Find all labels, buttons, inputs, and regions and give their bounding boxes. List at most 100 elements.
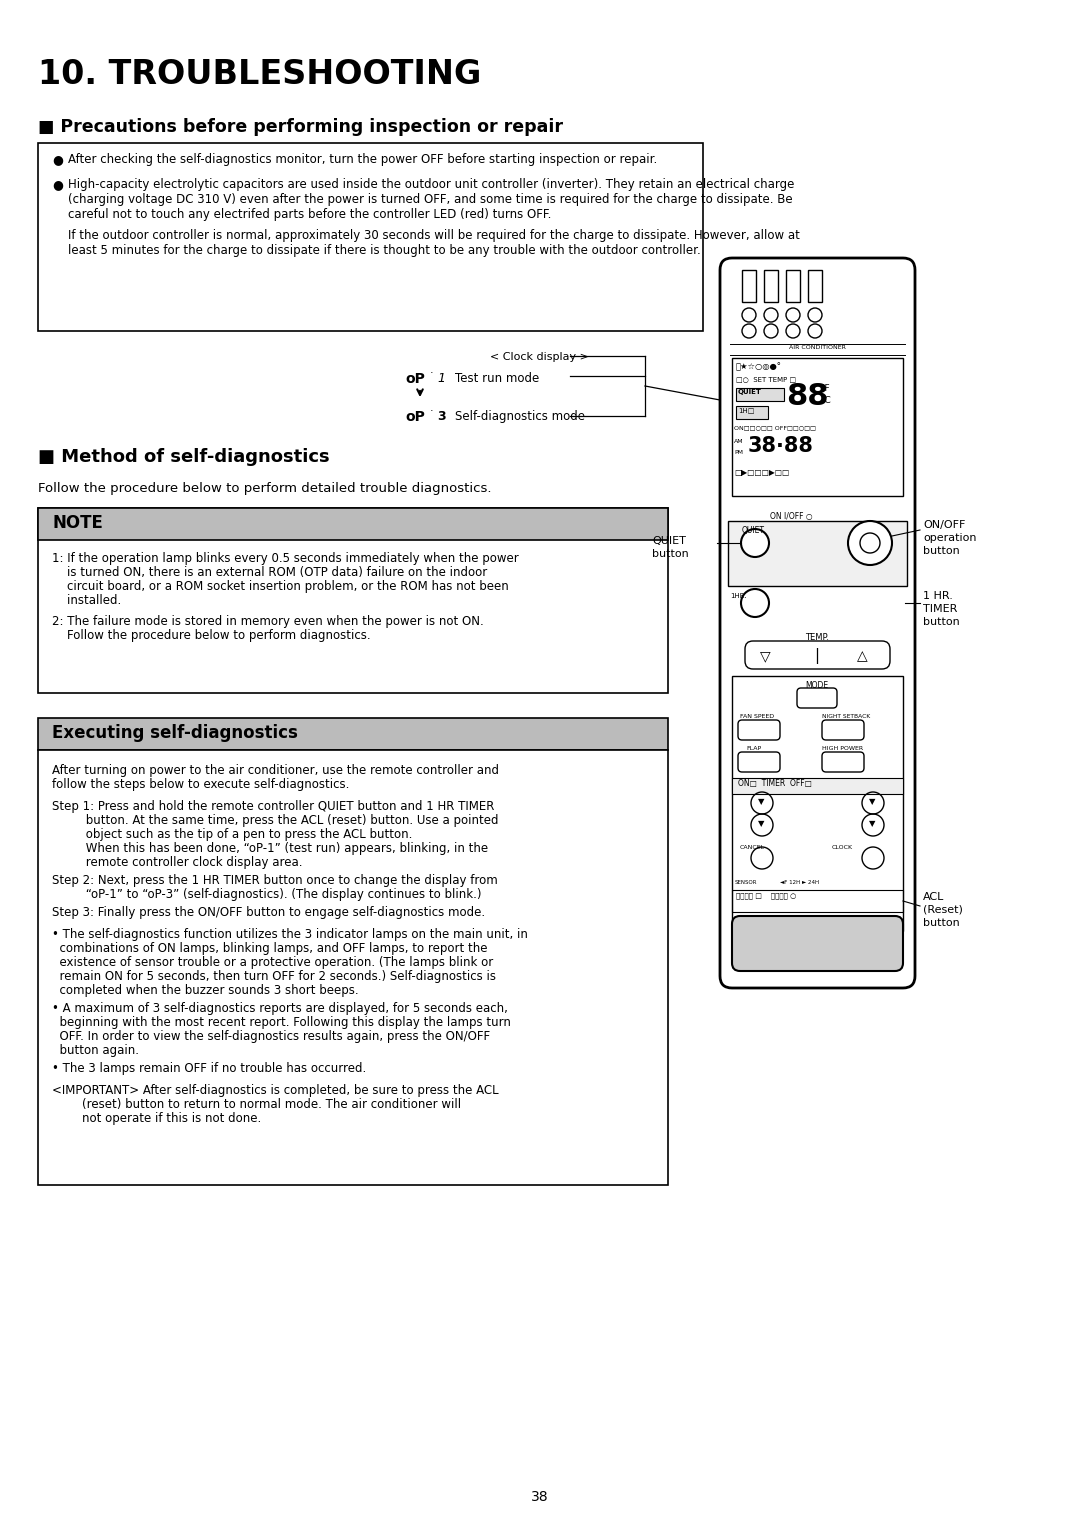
Text: button: button <box>923 617 960 626</box>
Text: <IMPORTANT> After self-diagnostics is completed, be sure to press the ACL: <IMPORTANT> After self-diagnostics is co… <box>52 1083 499 1097</box>
Text: 1H□: 1H□ <box>738 406 754 413</box>
Text: Follow the procedure below to perform diagnostics.: Follow the procedure below to perform di… <box>52 630 370 642</box>
Bar <box>38 507 669 694</box>
FancyBboxPatch shape <box>738 720 780 740</box>
Ellipse shape <box>741 588 769 617</box>
Text: follow the steps below to execute self-diagnostics.: follow the steps below to execute self-d… <box>52 778 349 792</box>
Text: < Clock display >: < Clock display > <box>490 351 589 362</box>
Ellipse shape <box>741 529 769 558</box>
Text: 1 HR.: 1 HR. <box>923 591 953 601</box>
Text: ON/OFF: ON/OFF <box>923 520 966 530</box>
Text: 1HR.: 1HR. <box>730 593 746 599</box>
Bar <box>742 270 756 303</box>
Bar <box>38 144 703 332</box>
Text: QUIET: QUIET <box>652 536 686 545</box>
Text: AIR CONDITIONER: AIR CONDITIONER <box>788 345 846 350</box>
Text: FLAP: FLAP <box>746 746 761 750</box>
Text: ▼: ▼ <box>869 819 876 828</box>
Text: OFF. In order to view the self-diagnostics results again, press the ON/OFF: OFF. In order to view the self-diagnosti… <box>52 1030 490 1044</box>
Text: “oP-1” to “oP-3” (self-diagnostics). (The display continues to blink.): “oP-1” to “oP-3” (self-diagnostics). (Th… <box>52 888 482 902</box>
Text: 10. TROUBLESHOOTING: 10. TROUBLESHOOTING <box>38 58 482 92</box>
Text: (Reset): (Reset) <box>923 905 963 915</box>
Bar <box>732 358 903 497</box>
Text: アドレス □    リセット ○: アドレス □ リセット ○ <box>735 892 796 898</box>
Text: QUIET: QUIET <box>738 390 761 396</box>
Text: oP: oP <box>405 410 424 423</box>
Text: beginning with the most recent report. Following this display the lamps turn: beginning with the most recent report. F… <box>52 1016 511 1028</box>
Text: Self-diagnostics mode: Self-diagnostics mode <box>455 410 585 423</box>
Text: ●: ● <box>52 153 63 167</box>
Text: ●: ● <box>52 177 63 191</box>
FancyBboxPatch shape <box>822 752 864 772</box>
Text: ▽: ▽ <box>760 649 771 663</box>
Text: button: button <box>923 918 960 927</box>
Bar <box>728 521 907 587</box>
Ellipse shape <box>860 533 880 553</box>
Text: ·: · <box>430 406 434 416</box>
Text: Step 2: Next, press the 1 HR TIMER button once to change the display from: Step 2: Next, press the 1 HR TIMER butto… <box>52 874 498 886</box>
Text: ON□□○□□ OFF□□○□□: ON□□○□□ OFF□□○□□ <box>734 425 816 429</box>
FancyBboxPatch shape <box>720 258 915 989</box>
Text: button: button <box>923 545 960 556</box>
Text: CLOCK: CLOCK <box>832 845 853 850</box>
Text: ▼: ▼ <box>758 819 765 828</box>
Text: button: button <box>652 549 689 559</box>
Bar <box>732 889 903 912</box>
Text: • A maximum of 3 self-diagnostics reports are displayed, for 5 seconds each,: • A maximum of 3 self-diagnostics report… <box>52 1002 508 1015</box>
Text: remote controller clock display area.: remote controller clock display area. <box>52 856 302 869</box>
Text: • The self-diagnostics function utilizes the 3 indicator lamps on the main unit,: • The self-diagnostics function utilizes… <box>52 927 528 941</box>
Text: object such as the tip of a pen to press the ACL button.: object such as the tip of a pen to press… <box>52 828 413 840</box>
Text: existence of sensor trouble or a protective operation. (The lamps blink or: existence of sensor trouble or a protect… <box>52 957 494 969</box>
Text: MODE: MODE <box>806 681 828 691</box>
Bar <box>38 718 669 750</box>
Text: 38·88: 38·88 <box>748 435 814 455</box>
Text: Follow the procedure below to perform detailed trouble diagnostics.: Follow the procedure below to perform de… <box>38 481 491 495</box>
Text: ◄F 12H ► 24H: ◄F 12H ► 24H <box>780 880 819 885</box>
Text: (reset) button to return to normal mode. The air conditioner will: (reset) button to return to normal mode.… <box>52 1099 461 1111</box>
Text: FAN SPEED: FAN SPEED <box>740 714 774 720</box>
Text: High-capacity electrolytic capacitors are used inside the outdoor unit controlle: High-capacity electrolytic capacitors ar… <box>68 177 795 191</box>
Text: ON□  TIMER  OFF□: ON□ TIMER OFF□ <box>738 779 812 788</box>
Text: PM: PM <box>734 451 743 455</box>
Bar <box>732 778 903 795</box>
Text: 3: 3 <box>437 410 446 423</box>
Text: After turning on power to the air conditioner, use the remote controller and: After turning on power to the air condit… <box>52 764 499 778</box>
Text: After checking the self-diagnostics monitor, turn the power OFF before starting : After checking the self-diagnostics moni… <box>68 153 658 167</box>
Text: △: △ <box>858 649 867 663</box>
Text: button. At the same time, press the ACL (reset) button. Use a pointed: button. At the same time, press the ACL … <box>52 814 499 827</box>
Text: Executing self-diagnostics: Executing self-diagnostics <box>52 724 298 743</box>
Text: 88: 88 <box>786 382 828 411</box>
Text: ■ Method of self-diagnostics: ■ Method of self-diagnostics <box>38 448 329 466</box>
Text: circuit board, or a ROM socket insertion problem, or the ROM has not been: circuit board, or a ROM socket insertion… <box>52 581 509 593</box>
Text: 2: The failure mode is stored in memory even when the power is not ON.: 2: The failure mode is stored in memory … <box>52 614 484 628</box>
FancyBboxPatch shape <box>822 720 864 740</box>
Text: operation: operation <box>923 533 976 542</box>
Text: When this has been done, “oP-1” (test run) appears, blinking, in the: When this has been done, “oP-1” (test ru… <box>52 842 488 856</box>
Text: Step 1: Press and hold the remote controller QUIET button and 1 HR TIMER: Step 1: Press and hold the remote contro… <box>52 801 495 813</box>
Text: |: | <box>814 648 820 665</box>
Text: Step 3: Finally press the ON/OFF button to engage self-diagnostics mode.: Step 3: Finally press the ON/OFF button … <box>52 906 485 918</box>
Text: NIGHT SETBACK: NIGHT SETBACK <box>822 714 870 720</box>
Text: ACL: ACL <box>923 892 944 902</box>
Text: QUIET: QUIET <box>742 526 765 535</box>
Bar <box>735 388 784 400</box>
Text: 1: 1 <box>437 371 445 385</box>
Bar <box>808 270 822 303</box>
Text: ON I/OFF ○: ON I/OFF ○ <box>770 512 812 521</box>
Text: 1: If the operation lamp blinks every 0.5 seconds immediately when the power: 1: If the operation lamp blinks every 0.… <box>52 552 518 565</box>
Text: (charging voltage DC 310 V) even after the power is turned OFF, and some time is: (charging voltage DC 310 V) even after t… <box>68 193 793 206</box>
Text: ▼: ▼ <box>869 798 876 805</box>
FancyBboxPatch shape <box>732 915 903 970</box>
Bar <box>38 750 669 1186</box>
Text: Ⓐ★☆○◎●°: Ⓐ★☆○◎●° <box>735 362 782 371</box>
Text: is turned ON, there is an external ROM (OTP data) failure on the indoor: is turned ON, there is an external ROM (… <box>52 565 487 579</box>
Bar <box>764 270 778 303</box>
Text: completed when the buzzer sounds 3 short beeps.: completed when the buzzer sounds 3 short… <box>52 984 359 996</box>
Text: careful not to touch any electrifed parts before the controller LED (red) turns : careful not to touch any electrifed part… <box>68 208 552 222</box>
Text: not operate if this is not done.: not operate if this is not done. <box>52 1112 261 1125</box>
Bar <box>786 270 800 303</box>
Text: remain ON for 5 seconds, then turn OFF for 2 seconds.) Self-diagnostics is: remain ON for 5 seconds, then turn OFF f… <box>52 970 496 983</box>
Text: CANCEL: CANCEL <box>740 845 765 850</box>
Text: □○  SET TEMP □: □○ SET TEMP □ <box>735 376 796 382</box>
Text: SENSOR: SENSOR <box>735 880 757 885</box>
